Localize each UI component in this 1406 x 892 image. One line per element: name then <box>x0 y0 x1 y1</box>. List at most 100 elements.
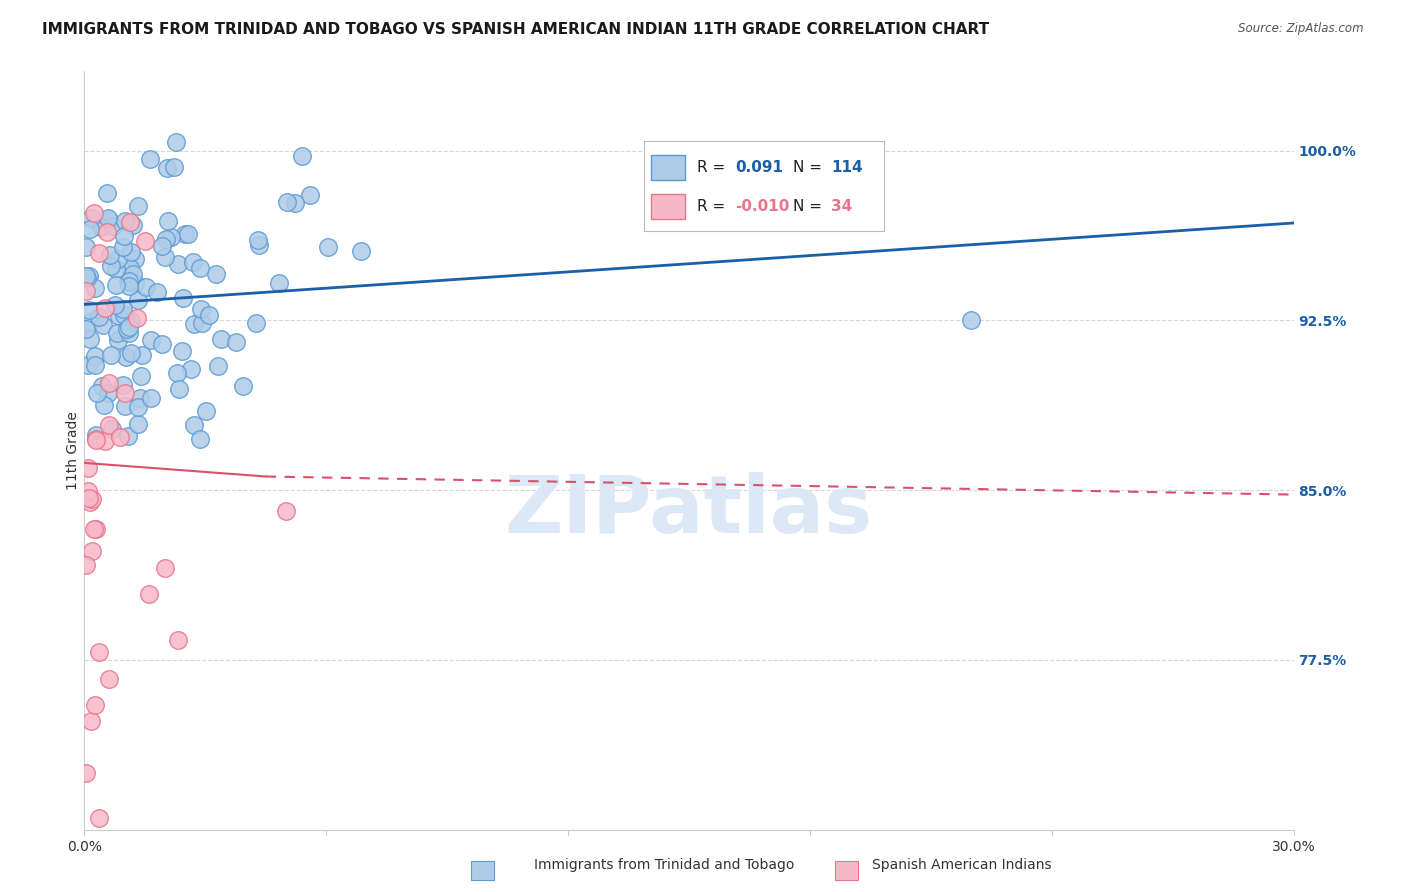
Point <box>172 343 194 358</box>
Point <box>117 275 139 289</box>
Point <box>83 698 105 712</box>
Point <box>112 229 135 244</box>
Point <box>190 301 212 316</box>
Point <box>127 293 149 307</box>
Point <box>131 348 153 362</box>
Point <box>139 333 162 347</box>
Point <box>291 149 314 163</box>
Text: 0.091: 0.091 <box>735 160 783 175</box>
Text: R =: R = <box>697 199 725 214</box>
Point <box>115 351 138 365</box>
Point <box>120 314 142 328</box>
Point <box>75 240 97 254</box>
Point <box>83 280 105 294</box>
Point <box>135 280 157 294</box>
Text: 34: 34 <box>831 199 852 214</box>
Point <box>124 276 146 290</box>
Point <box>108 430 131 444</box>
Point <box>117 322 139 336</box>
Point <box>247 238 270 252</box>
Point <box>107 333 129 347</box>
Point <box>114 214 136 228</box>
Point <box>138 152 160 166</box>
Point <box>120 215 142 229</box>
Point <box>100 421 122 435</box>
Point <box>205 267 228 281</box>
Point <box>86 385 108 400</box>
Point <box>129 392 152 406</box>
Point <box>276 194 298 209</box>
Point <box>104 261 127 276</box>
Point <box>960 313 983 327</box>
Point <box>127 400 149 414</box>
Point <box>156 214 179 228</box>
Point <box>114 399 136 413</box>
Point <box>84 358 107 372</box>
Point <box>188 261 211 276</box>
Point <box>100 348 122 362</box>
Point <box>75 558 97 572</box>
Point <box>75 321 97 335</box>
Point <box>209 332 232 346</box>
Point <box>112 302 135 317</box>
Point <box>267 276 290 290</box>
Point <box>232 379 254 393</box>
Point <box>274 504 297 518</box>
Point <box>98 376 121 391</box>
Text: Source: ZipAtlas.com: Source: ZipAtlas.com <box>1239 22 1364 36</box>
Point <box>101 219 124 234</box>
Point <box>129 369 152 384</box>
Text: ZIPatlas: ZIPatlas <box>505 472 873 550</box>
Point <box>77 484 100 499</box>
Point <box>93 301 115 315</box>
Point <box>75 766 97 780</box>
Point <box>87 645 110 659</box>
Point <box>112 240 135 254</box>
Point <box>225 334 247 349</box>
Point <box>127 417 149 431</box>
Point <box>121 219 143 233</box>
Point <box>134 234 156 248</box>
Point <box>153 250 176 264</box>
Point <box>90 379 112 393</box>
Point <box>75 284 97 298</box>
Point <box>146 285 169 299</box>
Point <box>108 309 131 323</box>
Point <box>207 359 229 374</box>
Point <box>198 309 221 323</box>
Point <box>118 319 141 334</box>
Point <box>191 316 214 330</box>
Point <box>107 252 129 267</box>
Bar <box>651 155 685 180</box>
Point <box>111 378 134 392</box>
Point <box>174 227 197 242</box>
Point <box>100 259 122 273</box>
Point <box>167 633 190 648</box>
Point <box>138 586 160 600</box>
Point <box>79 315 101 329</box>
Point <box>80 543 103 558</box>
Point <box>156 161 179 175</box>
Point <box>107 326 129 341</box>
Point <box>177 227 200 241</box>
Point <box>80 211 103 226</box>
Y-axis label: 11th Grade: 11th Grade <box>66 411 80 490</box>
Point <box>93 318 115 332</box>
Point <box>153 561 176 575</box>
Point <box>84 428 107 442</box>
Text: Immigrants from Trinidad and Tobago: Immigrants from Trinidad and Tobago <box>534 858 794 872</box>
Point <box>163 161 186 175</box>
Point <box>159 230 181 244</box>
Point <box>183 318 205 332</box>
Point <box>97 672 120 686</box>
Point <box>97 385 120 400</box>
Point <box>350 244 373 258</box>
Point <box>118 274 141 288</box>
Point <box>96 225 118 239</box>
Point <box>84 433 107 447</box>
Point <box>87 811 110 825</box>
Point <box>83 522 105 536</box>
Text: N =: N = <box>793 160 823 175</box>
Point <box>79 332 101 346</box>
Point <box>79 491 101 506</box>
